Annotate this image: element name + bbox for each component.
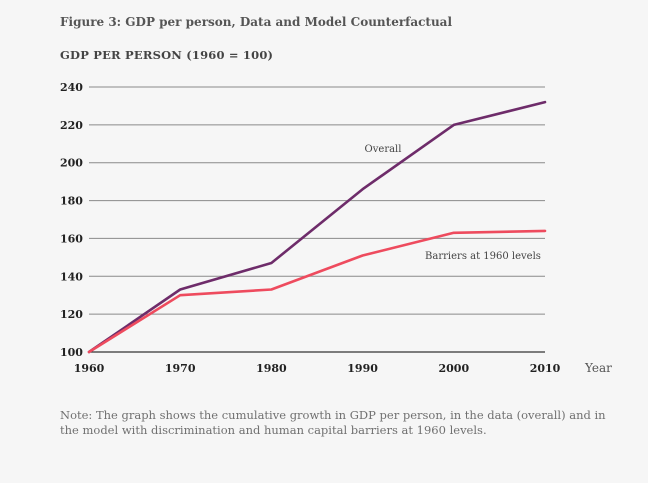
- y-tick-label-180: 180: [60, 195, 83, 208]
- x-tick-label-1960: 1960: [74, 362, 105, 375]
- y-tick-label-120: 120: [60, 308, 83, 321]
- x-tick-label-2010: 2010: [530, 362, 561, 375]
- y-tick-label-200: 200: [60, 157, 83, 170]
- x-tick-labels: 1960 1970 1980 1990 2000 2010: [74, 362, 561, 375]
- series-label-barriers: Barriers at 1960 levels: [425, 251, 541, 262]
- series-labels: Overall Barriers at 1960 levels: [365, 144, 541, 262]
- series-label-overall: Overall: [365, 144, 402, 155]
- x-tick-label-2000: 2000: [438, 362, 469, 375]
- series-line-barriers: [87, 229, 547, 354]
- series-line-overall: [87, 100, 547, 354]
- x-tick-label-1970: 1970: [165, 362, 196, 375]
- y-tick-label-140: 140: [60, 270, 83, 283]
- y-tick-labels: 100 120 140 160 180 200 220 240: [60, 81, 83, 359]
- line-chart: 100 120 140 160 180 200 220 240 1960 1970 1980 199…: [60, 81, 612, 375]
- gridlines: [89, 86, 545, 353]
- series-lines: [87, 100, 547, 354]
- y-axis-title: GDP PER PERSON (1960 = 100): [60, 48, 274, 62]
- y-tick-label-160: 160: [60, 232, 83, 245]
- x-tick-label-1990: 1990: [347, 362, 378, 375]
- figure-title: Figure 3: GDP per person, Data and Model…: [60, 15, 452, 29]
- y-tick-label-100: 100: [60, 346, 83, 359]
- chart-note: Note: The graph shows the cumulative gro…: [60, 408, 606, 437]
- x-tick-label-1980: 1980: [256, 362, 287, 375]
- y-tick-label-240: 240: [60, 81, 83, 94]
- x-axis-title: Year: [584, 361, 612, 375]
- y-tick-label-220: 220: [60, 119, 83, 132]
